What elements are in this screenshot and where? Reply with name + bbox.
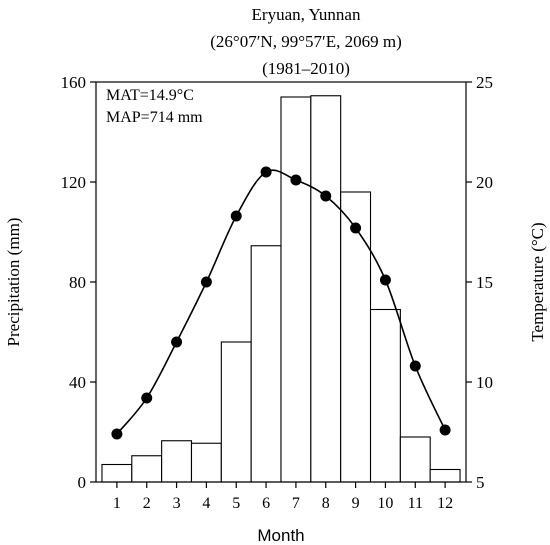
temp-point-6 — [260, 166, 272, 178]
left-tick-label-120: 120 — [61, 173, 87, 192]
temp-point-11 — [409, 360, 421, 372]
precip-bar-1 — [101, 463, 133, 483]
precip-bar-4 — [190, 442, 222, 483]
precip-bar-9 — [340, 191, 372, 483]
right-tick-label-15: 15 — [476, 273, 493, 292]
title-line-1: Eryuan, Yunnan — [252, 5, 361, 24]
right-tick-label-20: 20 — [476, 173, 493, 192]
precip-bar-12 — [429, 468, 461, 483]
precip-bar-11 — [399, 436, 431, 483]
x-tick-label-8: 8 — [322, 495, 330, 512]
precip-bar-8 — [310, 95, 342, 483]
left-tick-label-80: 80 — [69, 273, 86, 292]
chart-title: Eryuan, Yunnan (26°07′N, 99°57′E, 2069 m… — [210, 5, 402, 78]
title-line-2: (26°07′N, 99°57′E, 2069 m) — [210, 32, 402, 51]
temp-point-12 — [439, 424, 451, 436]
left-y-axis-label: Precipitation (mm) — [4, 218, 23, 347]
temp-point-9 — [350, 222, 362, 234]
x-tick-label-12: 12 — [437, 495, 453, 512]
precip-bar-7 — [280, 96, 312, 483]
left-tick-label-160: 160 — [61, 73, 87, 92]
left-y-axis: 0 40 80 120 160 — [61, 73, 96, 492]
precip-bar-2 — [131, 455, 163, 483]
temp-point-2 — [141, 392, 153, 404]
x-tick-label-10: 10 — [377, 495, 393, 512]
x-tick-label-9: 9 — [352, 495, 360, 512]
x-tick-label-6: 6 — [262, 495, 270, 512]
x-tick-label-2: 2 — [143, 495, 151, 512]
mat-annotation: MAT=14.9°C — [106, 87, 194, 104]
right-tick-label-10: 10 — [476, 373, 493, 392]
temperature-series — [111, 166, 451, 440]
right-y-axis: 5 10 15 20 25 — [466, 73, 493, 492]
x-axis: 1 2 3 4 5 6 7 8 9 10 11 12 — [113, 482, 453, 512]
temp-point-5 — [230, 210, 242, 222]
right-tick-label-25: 25 — [476, 73, 493, 92]
x-tick-label-1: 1 — [113, 495, 121, 512]
temp-point-4 — [200, 276, 212, 288]
x-tick-label-5: 5 — [232, 495, 240, 512]
right-y-axis-label: Temperature (°C) — [528, 222, 547, 341]
precipitation-bars — [101, 95, 461, 483]
temp-point-10 — [379, 274, 391, 286]
x-tick-label-3: 3 — [173, 495, 181, 512]
precip-bar-5 — [220, 341, 252, 483]
precip-bar-10 — [369, 308, 401, 483]
x-axis-label: Month — [257, 526, 304, 545]
x-tick-label-11: 11 — [408, 495, 423, 512]
x-tick-label-7: 7 — [292, 495, 300, 512]
plot-area — [95, 81, 467, 483]
title-line-3: (1981–2010) — [262, 59, 350, 78]
temp-point-8 — [320, 190, 332, 202]
x-tick-label-4: 4 — [202, 495, 210, 512]
precip-bar-3 — [161, 440, 193, 483]
temp-point-7 — [290, 174, 302, 186]
temp-point-3 — [171, 336, 183, 348]
left-tick-label-0: 0 — [78, 473, 87, 492]
left-tick-label-40: 40 — [69, 373, 86, 392]
right-tick-label-5: 5 — [476, 473, 485, 492]
temp-point-1 — [111, 428, 123, 440]
map-annotation: MAP=714 mm — [106, 109, 203, 126]
annotations: MAT=14.9°C MAP=714 mm — [106, 87, 203, 126]
precip-bar-6 — [250, 245, 282, 483]
